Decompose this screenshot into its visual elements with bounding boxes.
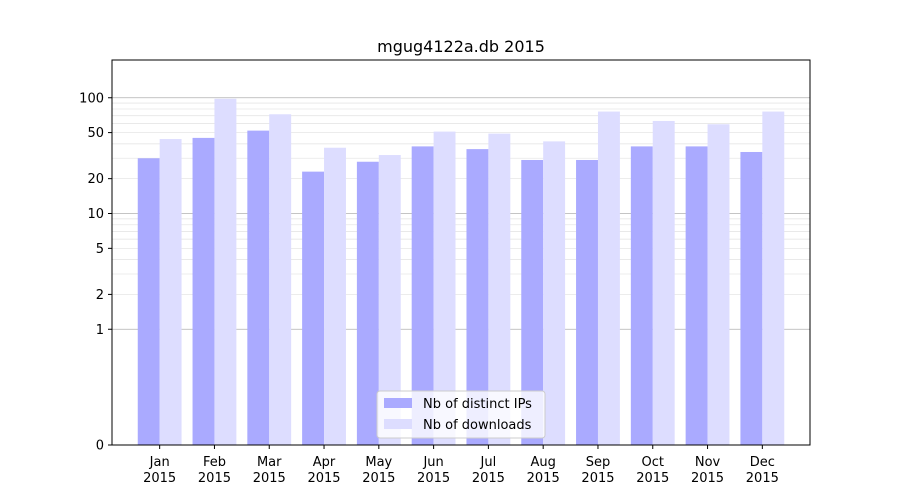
x-tick-label-year: 2015 xyxy=(691,471,724,486)
bar-distinct-ips xyxy=(740,151,763,445)
x-tick-label-month: Jul xyxy=(480,455,497,470)
legend: Nb of distinct IPs Nb of downloads xyxy=(376,390,546,439)
bar-downloads xyxy=(707,124,730,446)
bar-distinct-ips xyxy=(192,137,215,445)
legend-swatch xyxy=(384,419,412,429)
x-tick-label-month: Dec xyxy=(750,455,775,470)
bar-distinct-ips xyxy=(137,158,160,446)
plot-frame xyxy=(111,59,811,446)
bar-distinct-ips xyxy=(576,159,598,446)
y-axis: 0 1 2 5 10 20 50 100 xyxy=(79,91,112,454)
bar-downloads xyxy=(488,133,511,445)
y-tick-label: 2 xyxy=(96,288,104,303)
bar-downloads xyxy=(214,98,237,446)
y-tick-label: 5 xyxy=(96,242,104,257)
x-tick-label-year: 2015 xyxy=(253,471,286,486)
bar-downloads xyxy=(159,139,182,445)
legend-label: Nb of downloads xyxy=(423,418,532,433)
x-tick-label-year: 2015 xyxy=(636,471,669,486)
bar-downloads xyxy=(269,114,292,445)
y-tick-label: 100 xyxy=(79,91,104,106)
x-tick-label-month: Aug xyxy=(530,455,555,470)
x-axis: Jan2015Feb2015Mar2015Apr2015May2015Jun20… xyxy=(143,445,779,486)
x-tick-label-month: Sep xyxy=(586,455,611,470)
x-tick-label-year: 2015 xyxy=(746,471,779,486)
x-tick-label-year: 2015 xyxy=(307,471,340,486)
bar-distinct-ips xyxy=(302,171,325,445)
legend-swatch xyxy=(384,398,412,408)
x-tick-label-year: 2015 xyxy=(417,471,450,486)
x-tick-label-year: 2015 xyxy=(362,471,395,486)
x-tick-label-month: Apr xyxy=(313,455,336,470)
x-tick-label-month: Oct xyxy=(642,455,664,470)
bar-distinct-ips xyxy=(630,146,653,445)
legend-box xyxy=(376,390,546,439)
x-tick-label-year: 2015 xyxy=(143,471,176,486)
x-tick-label-month: Jun xyxy=(422,455,443,470)
bar-distinct-ips xyxy=(521,159,544,446)
bar-distinct-ips xyxy=(247,130,270,445)
x-tick-label-year: 2015 xyxy=(472,471,505,486)
bar-downloads xyxy=(762,111,785,445)
y-tick-label: 50 xyxy=(87,126,104,141)
x-tick-label-year: 2015 xyxy=(581,471,614,486)
bar-distinct-ips xyxy=(356,161,379,445)
legend-label: Nb of distinct IPs xyxy=(423,397,532,412)
bar-distinct-ips xyxy=(685,146,708,445)
bar-downloads xyxy=(543,141,566,446)
bar-downloads xyxy=(652,120,675,446)
x-tick-label-year: 2015 xyxy=(527,471,560,486)
y-tick-label: 10 xyxy=(87,207,104,222)
bar-downloads xyxy=(324,147,346,445)
y-tick-label: 20 xyxy=(87,172,104,187)
x-tick-label-month: Nov xyxy=(695,455,721,470)
y-tick-label: 0 xyxy=(96,439,104,454)
x-tick-label-month: Jan xyxy=(149,455,170,470)
x-tick-label-year: 2015 xyxy=(198,471,231,486)
bars xyxy=(137,98,785,446)
y-tick-label: 1 xyxy=(96,323,104,338)
x-tick-label-month: Feb xyxy=(203,455,226,470)
x-tick-label-month: Mar xyxy=(257,455,282,470)
bar-downloads xyxy=(597,111,620,445)
chart-title: mgug4122a.db 2015 xyxy=(377,37,545,56)
bar-distinct-ips xyxy=(466,149,489,446)
bar-downloads xyxy=(433,131,456,445)
bar-downloads xyxy=(378,155,401,446)
x-tick-label-month: May xyxy=(365,455,392,470)
bar-distinct-ips xyxy=(411,146,434,445)
